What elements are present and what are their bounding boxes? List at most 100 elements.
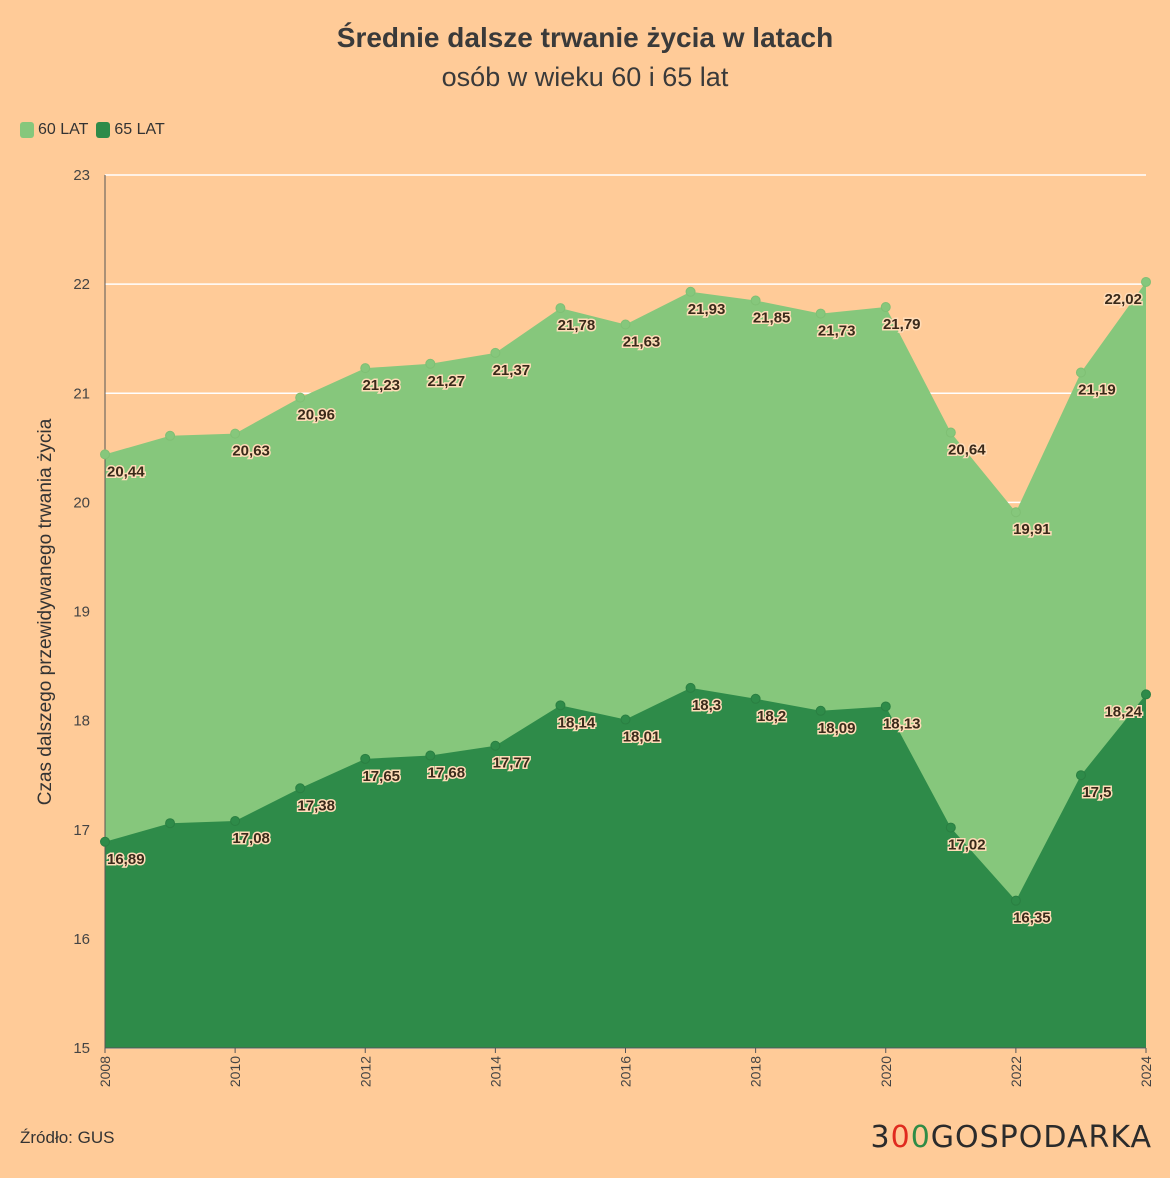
data-point-0-2014 [490, 347, 501, 358]
data-point-1-2011 [295, 783, 306, 794]
data-point-1-2017 [685, 682, 696, 693]
data-point-1-2010 [230, 816, 241, 827]
x-tick-label-2024: 2024 [1138, 1056, 1154, 1087]
data-label-1-2024: 18,24 [1104, 703, 1142, 720]
data-point-1-2022 [1010, 895, 1021, 906]
data-label-0-2015: 21,78 [558, 317, 596, 334]
data-point-0-2015 [555, 303, 566, 314]
x-tick-label-2010: 2010 [227, 1056, 243, 1087]
data-point-1-2014 [490, 740, 501, 751]
x-tick-label-2016: 2016 [618, 1056, 634, 1087]
data-point-0-2022 [1010, 507, 1021, 518]
data-label-1-2020: 18,13 [883, 715, 921, 732]
data-point-0-2011 [295, 392, 306, 403]
data-label-0-2021: 20,64 [948, 442, 986, 459]
legend-label-60: 60 LAT [38, 121, 89, 138]
data-point-1-2023 [1075, 770, 1086, 781]
data-point-0-2021 [945, 427, 956, 438]
legend-item-60[interactable]: 60 LAT [20, 121, 88, 139]
logo-digit-3: 3 [870, 1120, 891, 1155]
data-label-0-2017: 21,93 [688, 301, 726, 318]
data-label-1-2022: 16,35 [1013, 910, 1051, 927]
data-label-1-2008: 16,89 [107, 851, 145, 868]
y-tick-label-20: 20 [73, 494, 90, 511]
x-tick-label-2012: 2012 [357, 1056, 373, 1087]
data-label-1-2014: 17,77 [493, 755, 531, 772]
x-tick-label-2014: 2014 [487, 1056, 503, 1087]
data-point-1-2019 [815, 705, 826, 716]
logo-word: GOSPODARKA [930, 1120, 1152, 1155]
data-label-0-2011: 20,96 [297, 407, 335, 424]
chart-title: Średnie dalsze trwanie życia w latach [336, 22, 834, 53]
data-label-0-2022: 19,91 [1013, 521, 1051, 538]
data-label-0-2024: 22,02 [1104, 291, 1142, 308]
data-label-1-2010: 17,08 [232, 830, 270, 847]
data-point-0-2013 [425, 358, 436, 369]
legend-swatch-60 [20, 122, 34, 138]
data-point-1-2024 [1141, 689, 1151, 700]
data-label-0-2013: 21,27 [428, 373, 466, 390]
data-label-0-2019: 21,73 [818, 323, 856, 340]
data-point-1-2008 [100, 836, 110, 847]
data-point-0-2012 [360, 363, 371, 374]
y-tick-label-17: 17 [73, 822, 90, 839]
source-note: Źródło: GUS [20, 1128, 115, 1147]
y-tick-label-22: 22 [73, 276, 90, 293]
data-point-0-2023 [1075, 367, 1086, 378]
legend: 60 LAT 65 LAT [20, 121, 165, 139]
brand-logo[interactable]: 300GOSPODARKA [871, 1120, 1153, 1155]
data-label-1-2015: 18,14 [558, 714, 596, 731]
data-point-0-2009 [165, 430, 176, 441]
data-label-0-2012: 21,23 [362, 377, 400, 394]
data-label-0-2014: 21,37 [493, 362, 531, 379]
series-area-1 [105, 687, 1146, 1048]
data-label-0-2023: 21,19 [1078, 382, 1116, 399]
chart-subtitle: osób w wieku 60 i 65 lat [441, 62, 729, 92]
data-point-0-2008 [100, 449, 110, 460]
data-point-0-2010 [230, 428, 241, 439]
x-tick-label-2020: 2020 [878, 1056, 894, 1087]
data-point-1-2016 [620, 714, 631, 725]
y-tick-label-19: 19 [73, 604, 90, 621]
data-point-0-2016 [620, 319, 631, 330]
y-tick-label-15: 15 [73, 1040, 90, 1057]
data-point-0-2018 [750, 295, 761, 306]
data-point-1-2013 [425, 750, 436, 761]
data-point-0-2024 [1141, 276, 1151, 287]
y-tick-label-23: 23 [73, 167, 90, 184]
y-axis-label: Czas dalszego przewidywanego trwania życ… [35, 418, 56, 806]
legend-label-65: 65 LAT [114, 121, 165, 138]
legend-item-65[interactable]: 65 LAT [96, 121, 165, 139]
data-point-1-2021 [945, 822, 956, 833]
data-point-1-2015 [555, 700, 566, 711]
logo-digit-0-green: 0 [910, 1120, 931, 1155]
data-point-0-2020 [880, 302, 891, 313]
data-label-1-2017: 18,3 [692, 697, 721, 714]
data-point-0-2017 [685, 286, 696, 297]
y-tick-label-21: 21 [73, 385, 90, 402]
data-label-1-2018: 18,2 [757, 708, 786, 725]
x-tick-label-2022: 2022 [1008, 1056, 1024, 1087]
data-label-0-2020: 21,79 [883, 316, 921, 333]
data-point-0-2019 [815, 308, 826, 319]
data-point-1-2012 [360, 753, 371, 764]
data-label-1-2011: 17,38 [297, 797, 335, 814]
y-tick-label-16: 16 [73, 931, 90, 948]
data-label-0-2018: 21,85 [753, 309, 791, 326]
data-label-0-2016: 21,63 [623, 334, 661, 351]
data-label-0-2008: 20,44 [107, 463, 145, 480]
data-label-0-2010: 20,63 [232, 443, 270, 460]
data-label-1-2013: 17,68 [428, 765, 466, 782]
data-label-1-2019: 18,09 [818, 720, 856, 737]
data-point-1-2009 [165, 818, 176, 829]
data-point-1-2020 [880, 701, 891, 712]
data-label-1-2016: 18,01 [623, 729, 661, 746]
x-tick-label-2018: 2018 [748, 1056, 764, 1087]
data-label-1-2021: 17,02 [948, 837, 986, 854]
legend-swatch-65 [96, 122, 111, 138]
x-tick-label-2008: 2008 [97, 1056, 113, 1087]
data-point-1-2018 [750, 693, 761, 704]
logo-digit-0-red: 0 [890, 1120, 911, 1155]
data-label-1-2012: 17,65 [362, 768, 400, 785]
